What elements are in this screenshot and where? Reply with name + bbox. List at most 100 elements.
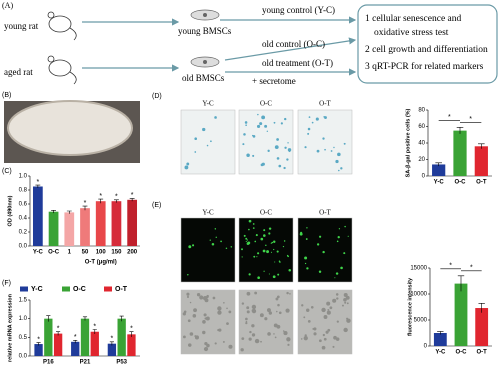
y-tick-label: 0.2 xyxy=(19,230,28,236)
dish xyxy=(7,100,133,156)
cell-speck xyxy=(230,246,233,248)
cell-speck xyxy=(300,338,303,340)
bar xyxy=(80,318,90,356)
cell-speck xyxy=(308,116,311,118)
y-tick-label: 0.6 xyxy=(19,202,28,208)
cell-speck xyxy=(273,121,276,124)
micrograph xyxy=(238,109,294,175)
cell-speck xyxy=(188,343,192,347)
cell-speck xyxy=(246,239,249,241)
error-bar xyxy=(109,341,114,346)
significance: * xyxy=(93,323,96,330)
cell-speck xyxy=(318,339,322,343)
cell-speck xyxy=(245,237,248,240)
cell-speck xyxy=(277,303,280,307)
cell-speck xyxy=(272,275,276,279)
cell-speck xyxy=(259,313,264,318)
rat-label: aged rat xyxy=(4,67,33,77)
x-tick-label: O-C xyxy=(48,250,60,256)
y-axis-label: relative mRNA expression xyxy=(7,293,13,362)
bar xyxy=(44,318,53,356)
micrograph xyxy=(238,217,294,283)
y-axis-label: OD (490nm) xyxy=(7,195,13,226)
cell-speck xyxy=(254,240,257,243)
image-label: Y-C xyxy=(202,100,214,108)
cell-speck xyxy=(255,234,258,237)
cell-speck xyxy=(256,256,258,258)
significance: * xyxy=(74,334,77,341)
legend-label: Y-C xyxy=(31,286,43,293)
cell-speck xyxy=(275,297,279,301)
cell-speck xyxy=(252,227,255,229)
cell-speck xyxy=(252,134,254,137)
cell-speck xyxy=(327,308,330,311)
cell-speck xyxy=(284,117,287,121)
significance: * xyxy=(469,116,472,123)
cell-speck xyxy=(186,162,190,166)
cell-speck xyxy=(217,310,222,315)
cell-speck xyxy=(268,227,272,230)
bar xyxy=(111,201,122,246)
bar xyxy=(433,333,447,346)
cell-speck xyxy=(286,158,289,161)
cell-speck xyxy=(259,122,263,126)
y-tick-label: 0.0 xyxy=(19,244,28,250)
cell-speck xyxy=(303,316,306,319)
x-tick-label: P21 xyxy=(80,360,91,366)
cell-speck xyxy=(203,313,207,317)
x-tick-label: P16 xyxy=(43,360,54,366)
cell-speck xyxy=(223,301,225,304)
significance: * xyxy=(115,194,118,201)
cell-speck xyxy=(316,149,320,153)
cell-speck xyxy=(276,310,278,313)
cell-speck xyxy=(278,311,282,315)
cell-speck xyxy=(345,295,350,300)
cell-speck xyxy=(267,332,271,336)
cell-speck xyxy=(286,291,289,295)
cell-speck xyxy=(188,245,192,249)
y-tick-label: 1.0 xyxy=(19,174,28,180)
panel-label: (C) xyxy=(2,168,12,175)
cell-speck xyxy=(245,317,248,321)
cell-speck xyxy=(265,244,267,247)
cell-speck xyxy=(253,255,256,258)
cell-speck xyxy=(266,308,271,313)
bar xyxy=(71,341,80,356)
cell-speck xyxy=(276,295,280,299)
cell-speck xyxy=(202,330,206,335)
significance: * xyxy=(84,200,87,207)
group-note: + secretome xyxy=(252,76,296,86)
legend-swatch xyxy=(62,286,70,292)
cell-speck xyxy=(324,148,326,151)
cell-speck xyxy=(245,124,247,127)
cell-speck xyxy=(282,330,285,332)
y-tick-label: 0.5 xyxy=(19,335,28,341)
significance: * xyxy=(130,326,133,333)
y-tick-label: 20 xyxy=(418,157,425,163)
panel-label: (A) xyxy=(2,1,13,10)
cell-speck xyxy=(336,297,339,300)
cell-speck xyxy=(202,127,206,132)
image-label: O-T xyxy=(319,209,331,217)
legend-swatch xyxy=(104,286,112,292)
y-tick-label: 0.4 xyxy=(19,216,28,222)
error-bar xyxy=(35,184,41,188)
cell-speck xyxy=(276,138,279,141)
cell-speck xyxy=(332,345,335,348)
cell-speck xyxy=(340,167,343,170)
cell-speck xyxy=(249,330,252,334)
y-tick-label: 5000 xyxy=(414,318,428,324)
cell-speck xyxy=(313,327,317,331)
cell-speck xyxy=(260,340,262,343)
x-tick-label: O-C xyxy=(455,180,467,186)
cell-speck xyxy=(329,306,333,310)
test-item: 3 qRT-PCR for related markers xyxy=(365,61,484,72)
cell-speck xyxy=(261,115,266,120)
bar xyxy=(32,186,43,246)
significance: * xyxy=(57,326,60,333)
x-tick-label: 150 xyxy=(111,250,122,256)
image-label: O-C xyxy=(260,209,272,217)
significance: * xyxy=(449,263,452,270)
cell-speck xyxy=(251,304,257,310)
